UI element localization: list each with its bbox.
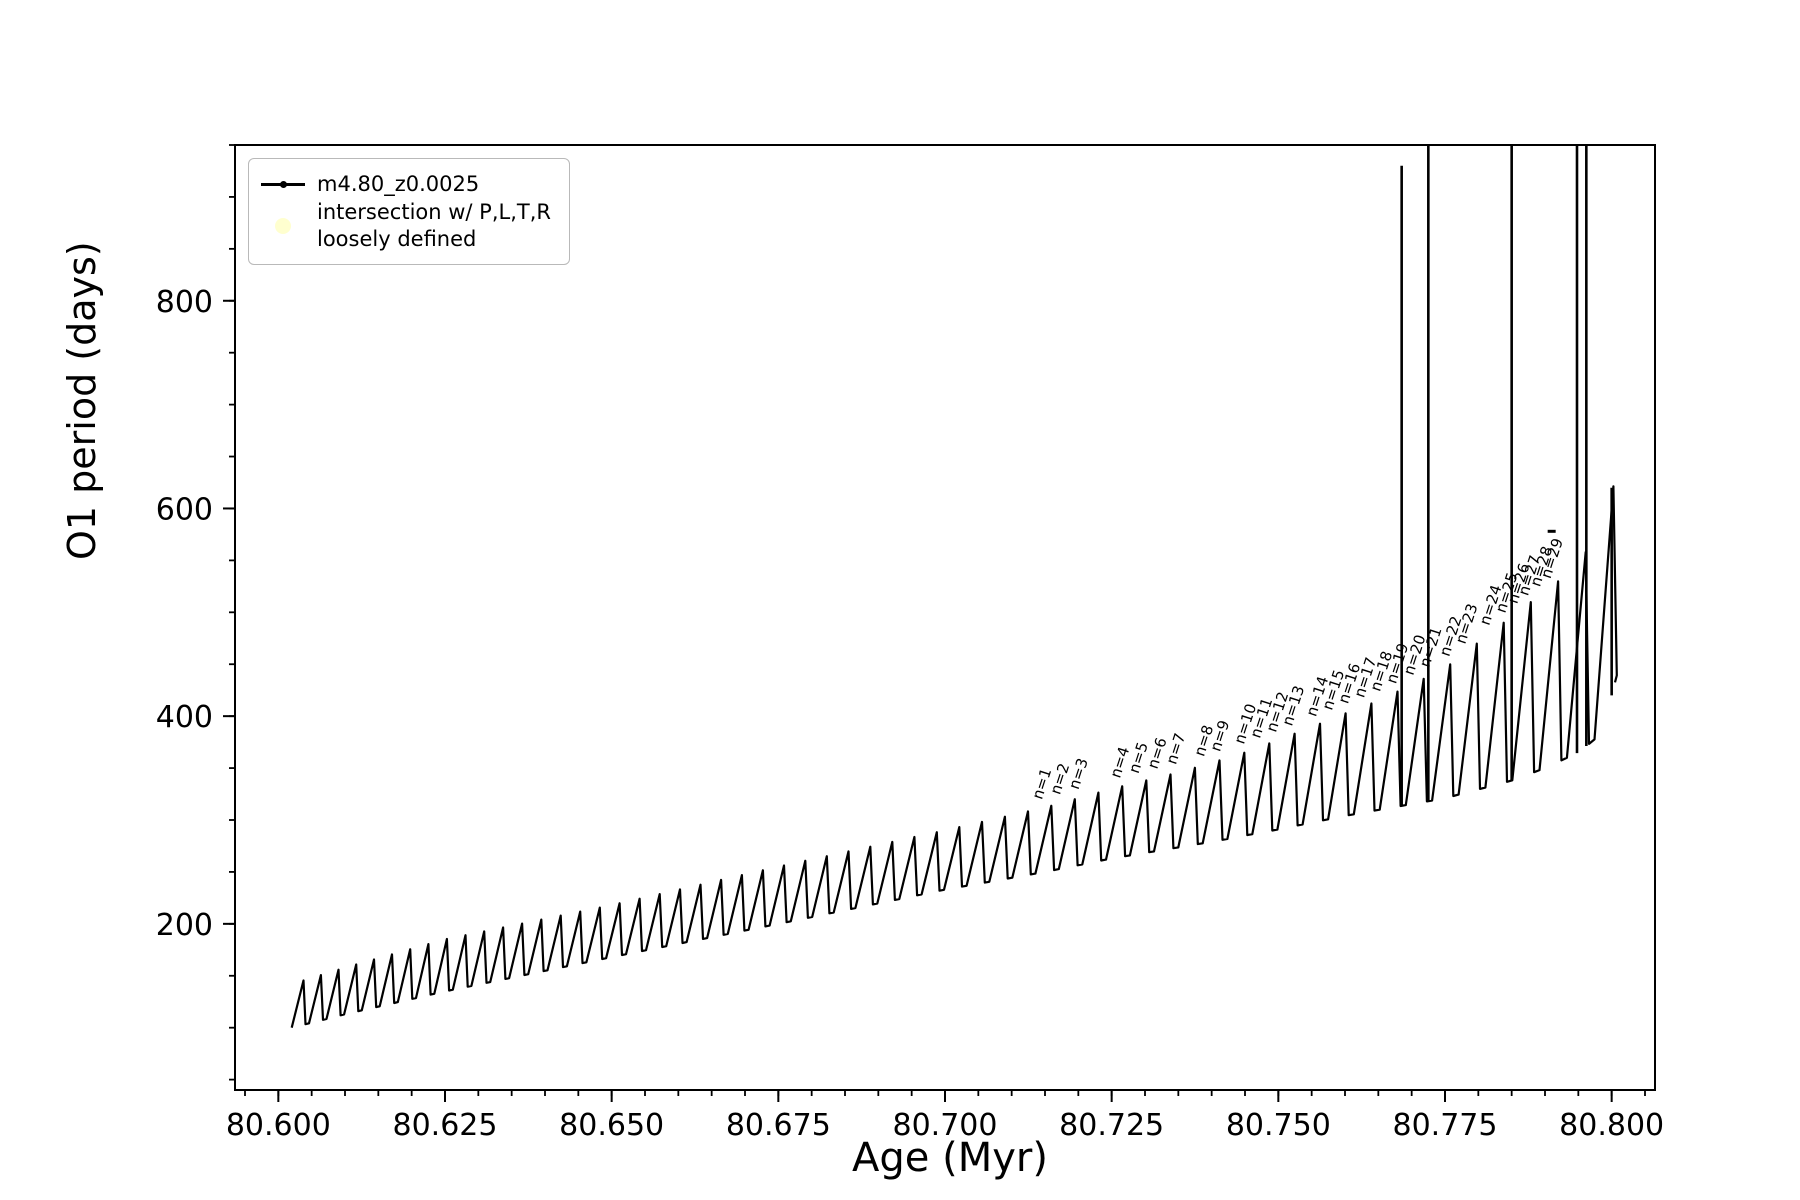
legend: m4.80_z0.0025 intersection w/ P,L,T,R lo… (248, 158, 570, 265)
pulse-annotation: n=9 (1206, 718, 1233, 754)
x-tick-label: 80.700 (893, 1108, 998, 1143)
series-m4.80_z0.0025 (290, 145, 1618, 1028)
pulse-annotation: n=23 (1452, 601, 1482, 646)
x-tick-label: 80.675 (726, 1108, 831, 1143)
y-tick-label: 200 (156, 908, 213, 943)
y-tick-label: 400 (156, 700, 213, 735)
x-tick-label: 80.650 (559, 1108, 664, 1143)
y-tick-label: 800 (156, 285, 213, 320)
x-tick-label: 80.800 (1559, 1108, 1664, 1143)
pulse-annotation: n=29 (1537, 536, 1567, 581)
pulse-annotation: n=7 (1162, 731, 1189, 767)
legend-intersection-label: intersection w/ P,L,T,R loosely defined (317, 200, 551, 251)
y-tick-label: 600 (156, 492, 213, 527)
legend-line-marker-icon (261, 180, 305, 188)
y-axis-label: O1 period (days) (60, 241, 104, 560)
legend-entry-intersection: intersection w/ P,L,T,R loosely defined (261, 199, 551, 252)
x-tick-label: 80.600 (226, 1108, 331, 1143)
pulse-annotation: n=3 (1065, 756, 1092, 792)
x-tick-label: 80.625 (393, 1108, 498, 1143)
legend-entry-series: m4.80_z0.0025 (261, 171, 551, 197)
legend-series-label: m4.80_z0.0025 (317, 172, 480, 196)
x-tick-label: 80.725 (1059, 1108, 1164, 1143)
x-tick-label: 80.775 (1393, 1108, 1498, 1143)
x-tick-label: 80.750 (1226, 1108, 1331, 1143)
x-axis-label: Age (Myr) (852, 1135, 1048, 1181)
legend-dot-icon (275, 217, 291, 234)
pulse-annotation: n=13 (1278, 683, 1308, 728)
